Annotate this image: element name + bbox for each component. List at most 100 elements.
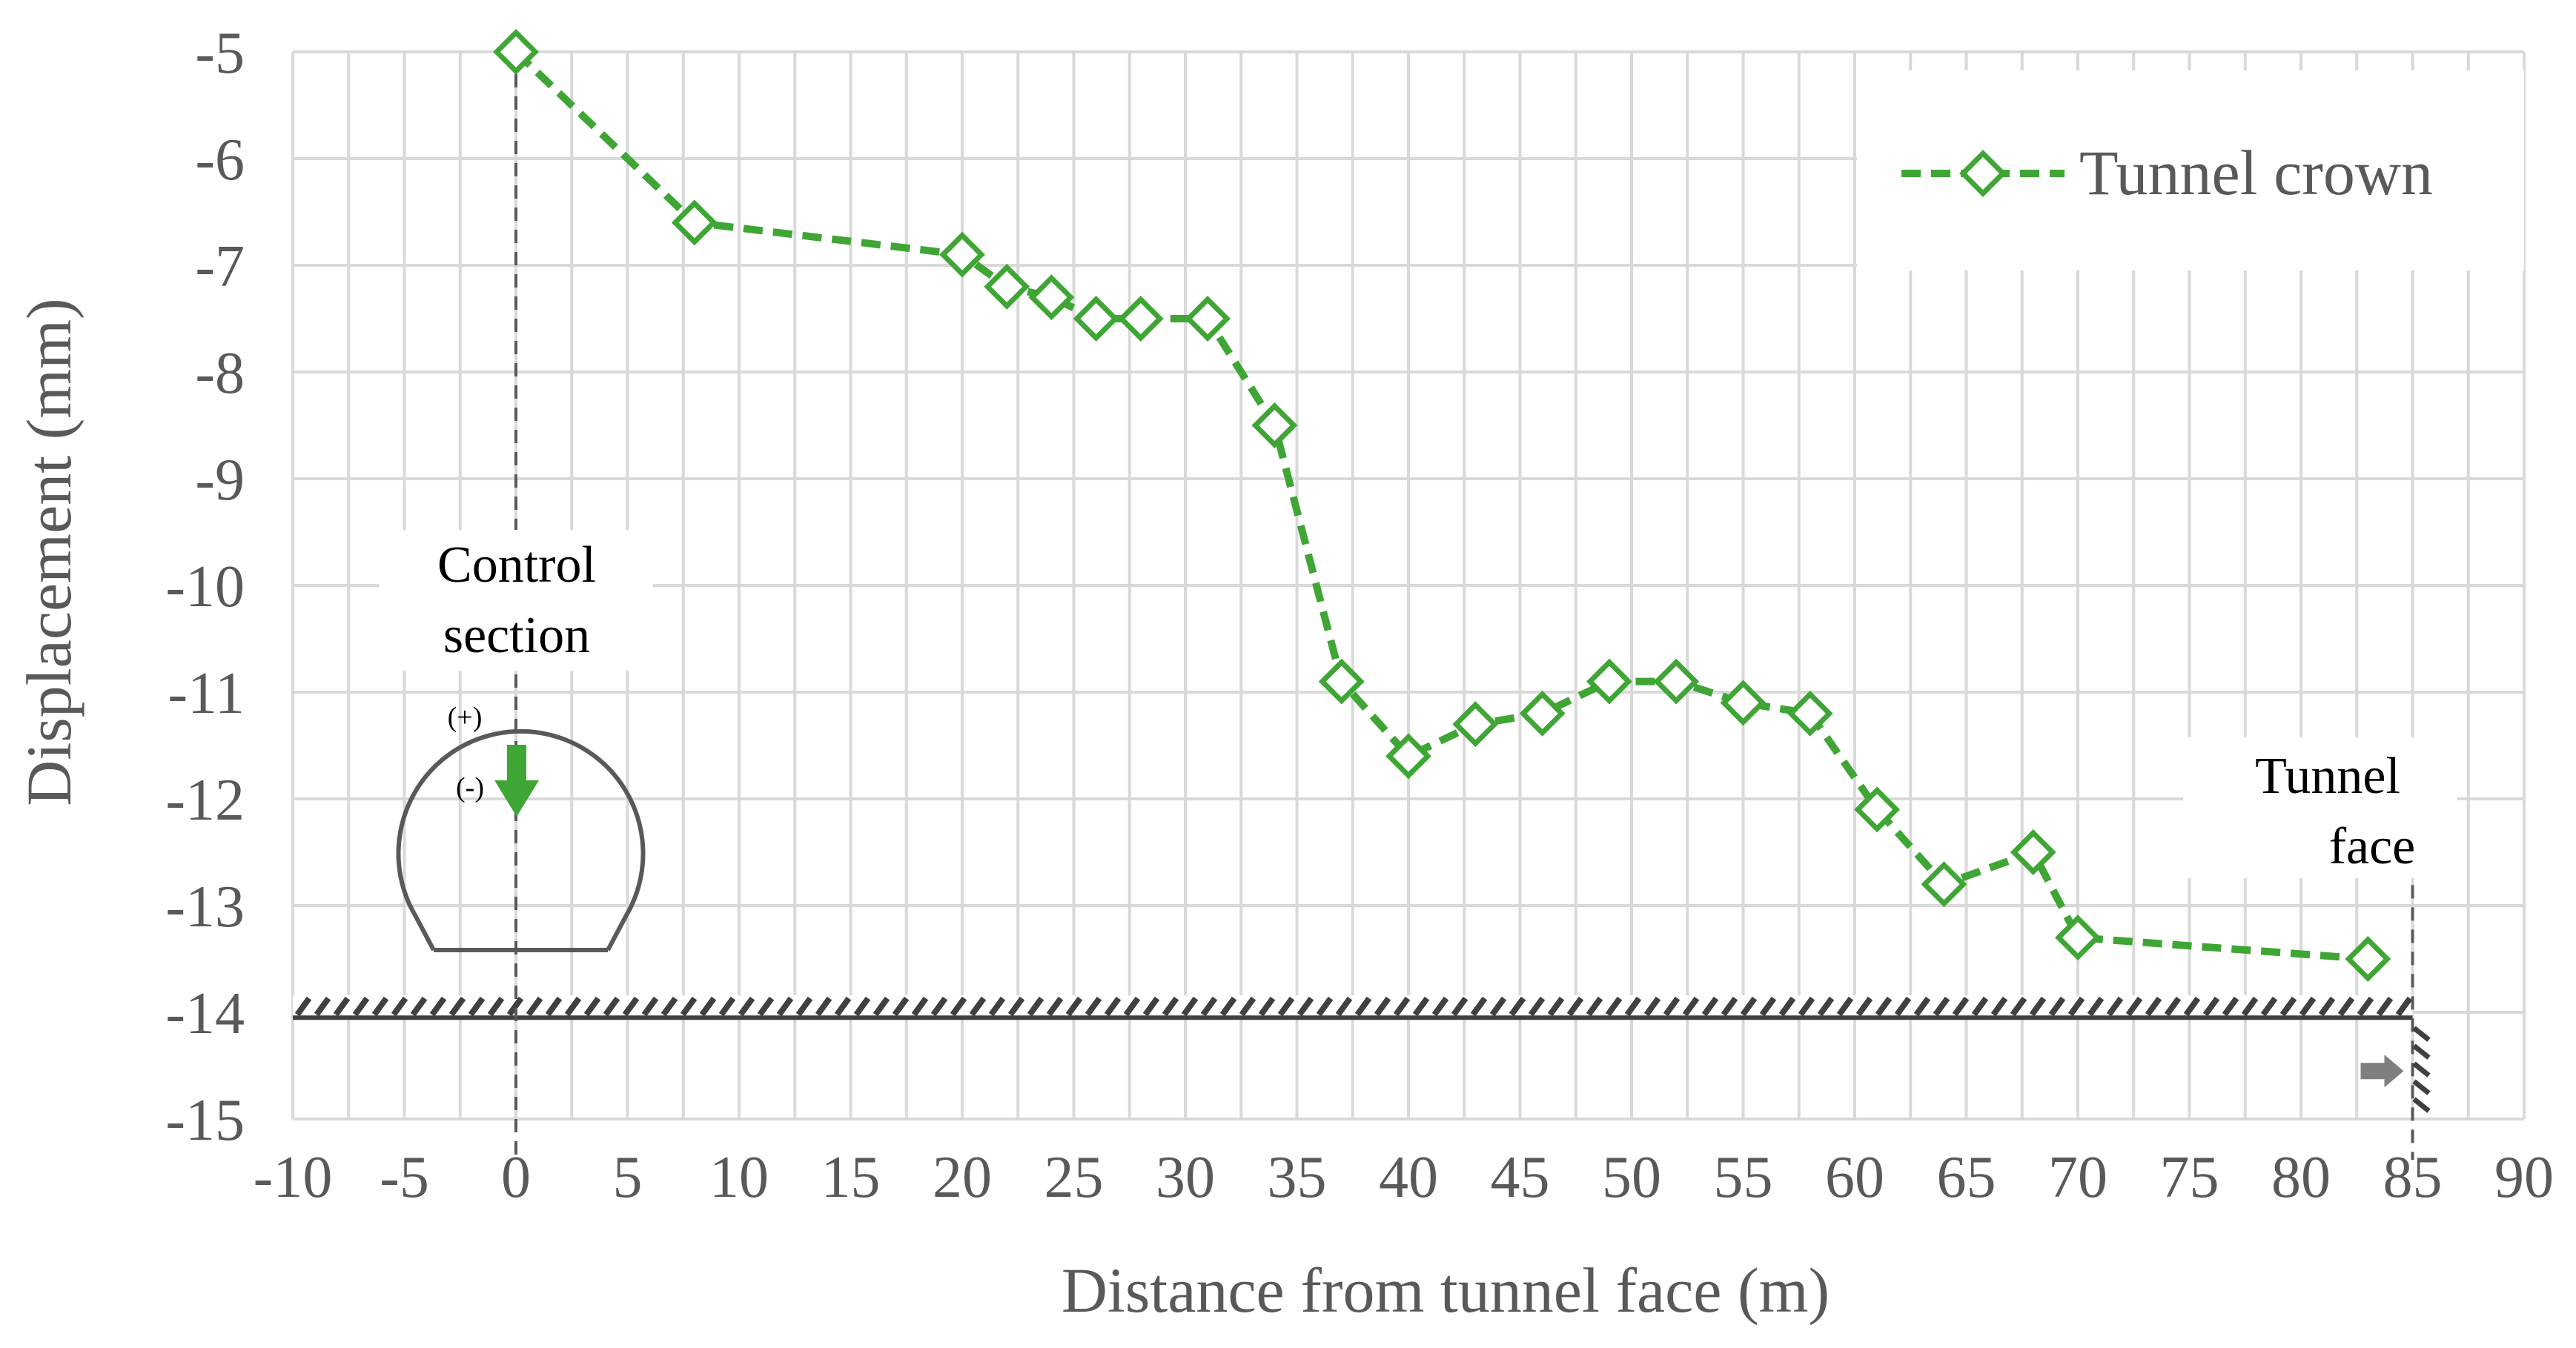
ground-hatch-stroke	[294, 996, 312, 1017]
x-tick-label: 70	[2048, 1145, 2108, 1210]
ground-hatch-stroke	[371, 996, 389, 1017]
data-point-marker	[2055, 914, 2101, 961]
ground-hatch-stroke	[1007, 996, 1025, 1017]
ground-hatch-stroke	[815, 996, 832, 1017]
ground-hatch-stroke	[1374, 996, 1391, 1017]
tunnel-face-label-background	[2183, 737, 2457, 878]
ground-hatch-stroke	[429, 996, 447, 1017]
ground-hatch-stroke	[1162, 996, 1179, 1017]
ground-hatch-stroke	[2145, 996, 2162, 1017]
ground-hatch-stroke	[1894, 996, 1912, 1017]
ground-hatch-stroke	[1393, 996, 1411, 1017]
ground-hatch-stroke	[2048, 996, 2066, 1017]
series-line-tunnel-crown	[513, 49, 2368, 963]
legend: Tunnel crown	[1857, 70, 2524, 270]
x-tick-label: 90	[2494, 1145, 2554, 1210]
x-tick-label: 45	[1491, 1145, 1550, 1210]
data-point-marker	[1653, 658, 1700, 705]
ground-hatch-stroke	[1798, 996, 1815, 1017]
ground-hatch-stroke	[1836, 996, 1854, 1017]
x-tick-label: 60	[1825, 1145, 1884, 1210]
ground-hatch-stroke	[352, 996, 370, 1017]
data-point-marker	[1185, 296, 1231, 342]
ground-hatch-stroke	[1971, 996, 1989, 1017]
data-point-marker	[1251, 402, 1298, 448]
data-point-marker	[1318, 658, 1365, 705]
ground-hatch-stroke	[853, 996, 871, 1017]
ground-hatch-stroke	[699, 996, 717, 1017]
ground-hatch-stroke	[1547, 996, 1565, 1017]
ground-hatch-stroke	[1528, 996, 1546, 1017]
ground-hatch-stroke	[680, 996, 698, 1017]
ground-hatch-stroke	[1778, 996, 1796, 1017]
ground-hatch-stroke	[1759, 996, 1777, 1017]
ground-hatch-stroke	[1913, 996, 1931, 1017]
data-point-marker	[493, 29, 539, 75]
data-point-marker	[2345, 936, 2391, 982]
ground-hatch-stroke	[1335, 996, 1353, 1017]
ground-hatch-stroke	[1451, 996, 1469, 1017]
x-tick-labels: -10 -5 0 5 10 15 20 25 30 35 40 45 50 55 60 65 70 75 80 85 9…	[254, 1145, 2554, 1210]
ground-hatch-stroke	[911, 996, 929, 1017]
x-tick-label: 10	[709, 1145, 769, 1210]
y-tick-label: -12	[165, 768, 245, 833]
ground-hatch-stroke	[757, 996, 775, 1017]
ground-hatch-stroke	[1065, 996, 1083, 1017]
ground-hatch-stroke	[1354, 996, 1372, 1017]
ground-hatch-stroke	[1258, 996, 1276, 1017]
ground-hatch-stroke	[738, 996, 755, 1017]
ground-hatch-stroke	[1239, 996, 1256, 1017]
x-tick-label: 50	[1602, 1145, 1661, 1210]
ground-hatch-stroke	[1489, 996, 1507, 1017]
advance-arrow-icon	[2360, 1055, 2404, 1088]
ground-hatch-stroke	[1142, 996, 1160, 1017]
plus-sign-label: (+)	[448, 702, 483, 733]
data-point-marker	[1787, 690, 1833, 737]
series-tunnel-crown	[493, 29, 2391, 982]
ground-hatch-stroke	[660, 996, 678, 1017]
y-tick-label: -6	[195, 127, 245, 193]
ground-hatch-stroke	[1412, 996, 1430, 1017]
ground-hatch-stroke	[2106, 996, 2124, 1017]
ground-hatch-stroke	[2395, 996, 2413, 1017]
ground-hatch-stroke	[1509, 996, 1526, 1017]
minus-sign-label: (-)	[456, 772, 484, 803]
x-tick-label: 15	[821, 1145, 881, 1210]
ground-hatch-stroke	[1219, 996, 1237, 1017]
tunnel-face-marker	[2360, 863, 2431, 1160]
ground-hatch-stroke	[834, 996, 852, 1017]
ground-hatch-stroke	[641, 996, 659, 1017]
ground-hatch-stroke	[2125, 996, 2143, 1017]
y-tick-labels: -5 -6 -7 -8 -9 -10 -11 -12 -13 -14 -15	[165, 21, 245, 1153]
ground-hatch-stroke	[1817, 996, 1835, 1017]
y-tick-label: -13	[165, 874, 245, 940]
ground-hatch-stroke	[1855, 996, 1873, 1017]
x-tick-label: 65	[1937, 1145, 1996, 1210]
x-tick-label: 75	[2160, 1145, 2219, 1210]
y-tick-label: -7	[195, 234, 245, 299]
face-hatch-stroke	[2412, 1079, 2431, 1095]
ground-hatch-stroke	[1605, 996, 1623, 1017]
ground-hatch-stroke	[892, 996, 910, 1017]
ground-hatch-stroke	[1952, 996, 1970, 1017]
face-hatch-stroke	[2412, 1043, 2431, 1060]
control-section-label-line2: section	[443, 607, 590, 664]
ground-hatch-stroke	[1123, 996, 1141, 1017]
data-point-marker	[2010, 829, 2056, 875]
ground-hatch-stroke	[1431, 996, 1449, 1017]
data-point-marker	[984, 263, 1030, 310]
ground-hatch-stroke	[2222, 996, 2239, 1017]
ground-hatch-stroke	[950, 996, 967, 1017]
ground-hatch-stroke	[622, 996, 640, 1017]
ground-hatch-stroke	[1297, 996, 1314, 1017]
data-point-marker	[1519, 690, 1566, 737]
legend-diamond-marker	[1959, 150, 2007, 197]
y-tick-label: -9	[195, 448, 245, 513]
y-tick-label: -11	[168, 661, 245, 726]
data-point-marker	[1921, 861, 1967, 908]
data-point-marker	[1385, 733, 1431, 780]
ground-hatch-stroke	[2202, 996, 2220, 1017]
ground-hatch-stroke	[1875, 996, 1893, 1017]
ground-hatch-stroke	[2376, 996, 2394, 1017]
